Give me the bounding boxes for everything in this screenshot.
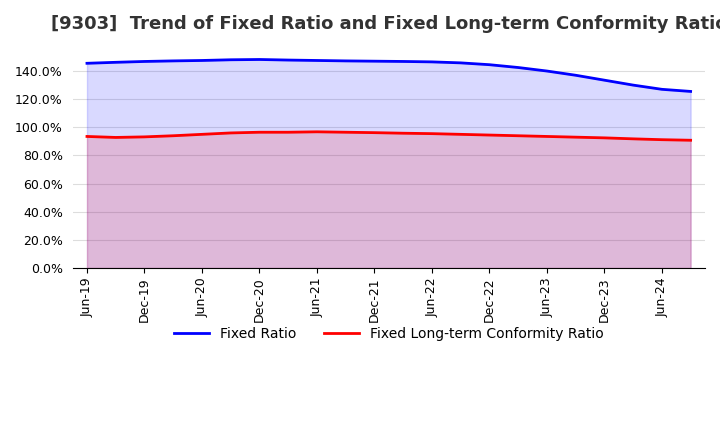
Fixed Ratio	[428, 59, 436, 65]
Fixed Ratio	[197, 58, 206, 63]
Fixed Ratio	[140, 59, 149, 64]
Fixed Ratio	[226, 57, 235, 62]
Fixed Long-term Conformity Ratio	[428, 131, 436, 136]
Fixed Long-term Conformity Ratio	[284, 130, 292, 135]
Fixed Long-term Conformity Ratio	[140, 134, 149, 139]
Fixed Long-term Conformity Ratio	[686, 138, 695, 143]
Fixed Long-term Conformity Ratio	[572, 135, 580, 140]
Fixed Ratio	[312, 58, 321, 63]
Fixed Long-term Conformity Ratio	[600, 135, 608, 140]
Fixed Ratio	[456, 60, 465, 66]
Fixed Long-term Conformity Ratio	[255, 130, 264, 135]
Fixed Ratio	[514, 65, 523, 70]
Fixed Long-term Conformity Ratio	[226, 130, 235, 136]
Fixed Long-term Conformity Ratio	[657, 137, 666, 142]
Fixed Ratio	[370, 59, 379, 64]
Fixed Long-term Conformity Ratio	[341, 130, 350, 135]
Fixed Long-term Conformity Ratio	[312, 129, 321, 135]
Fixed Long-term Conformity Ratio	[485, 132, 494, 138]
Fixed Ratio	[600, 77, 608, 83]
Fixed Ratio	[169, 58, 178, 63]
Fixed Ratio	[657, 87, 666, 92]
Fixed Ratio	[485, 62, 494, 67]
Fixed Long-term Conformity Ratio	[543, 134, 552, 139]
Fixed Long-term Conformity Ratio	[112, 135, 120, 140]
Fixed Ratio	[399, 59, 408, 64]
Fixed Long-term Conformity Ratio	[456, 132, 465, 137]
Fixed Long-term Conformity Ratio	[514, 133, 523, 139]
Fixed Long-term Conformity Ratio	[169, 133, 178, 139]
Fixed Ratio	[255, 57, 264, 62]
Fixed Long-term Conformity Ratio	[197, 132, 206, 137]
Fixed Ratio	[83, 61, 91, 66]
Fixed Ratio	[284, 57, 292, 62]
Line: Fixed Long-term Conformity Ratio: Fixed Long-term Conformity Ratio	[87, 132, 690, 140]
Fixed Ratio	[572, 73, 580, 78]
Fixed Ratio	[341, 58, 350, 63]
Fixed Ratio	[112, 60, 120, 65]
Legend: Fixed Ratio, Fixed Long-term Conformity Ratio: Fixed Ratio, Fixed Long-term Conformity …	[168, 322, 609, 347]
Title: [9303]  Trend of Fixed Ratio and Fixed Long-term Conformity Ratio: [9303] Trend of Fixed Ratio and Fixed Lo…	[50, 15, 720, 33]
Line: Fixed Ratio: Fixed Ratio	[87, 59, 690, 92]
Fixed Long-term Conformity Ratio	[629, 136, 637, 142]
Fixed Long-term Conformity Ratio	[399, 131, 408, 136]
Fixed Ratio	[629, 82, 637, 88]
Fixed Long-term Conformity Ratio	[83, 134, 91, 139]
Fixed Ratio	[543, 68, 552, 73]
Fixed Ratio	[686, 89, 695, 94]
Fixed Long-term Conformity Ratio	[370, 130, 379, 135]
